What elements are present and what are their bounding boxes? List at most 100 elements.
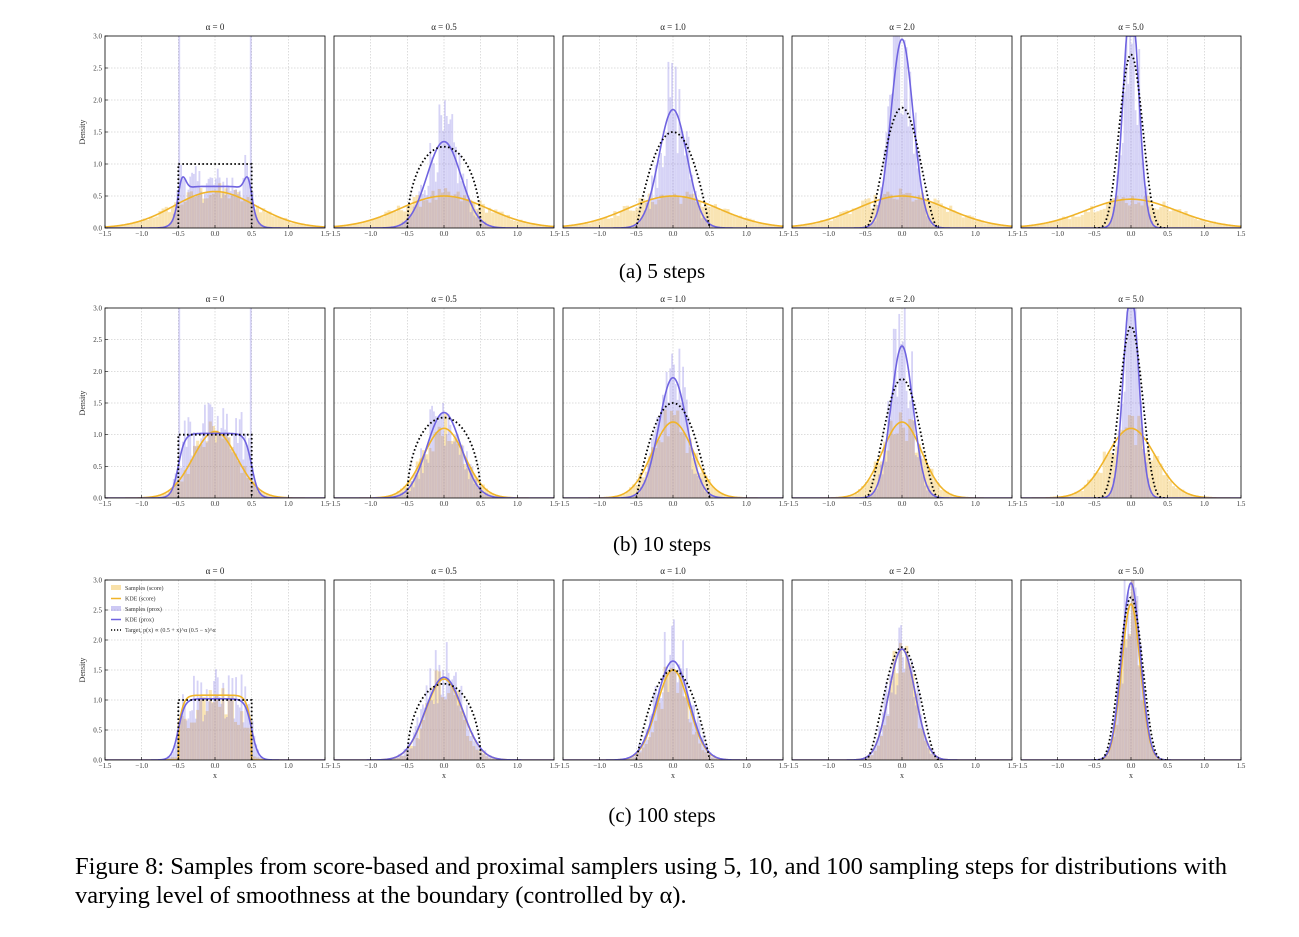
prox-bar (445, 115, 448, 228)
plot-area (105, 36, 325, 228)
panel-title: α = 2.0 (889, 294, 915, 304)
prox-bar (887, 400, 890, 498)
y-tick-label: 3.0 (93, 577, 102, 585)
score-bar (660, 708, 664, 760)
prox-bar (702, 487, 705, 498)
prox-bar (242, 177, 245, 228)
score-bar (224, 188, 228, 228)
prox-bar (211, 703, 214, 760)
prox-bar (1154, 753, 1157, 760)
score-bar (186, 192, 190, 228)
x-tick-label: 1.5 (779, 500, 788, 508)
prox-bar (477, 487, 479, 498)
prox-bar (429, 668, 432, 760)
score-bar (183, 470, 187, 498)
gridlines (792, 36, 1012, 228)
prox-bar (444, 100, 446, 228)
prox-bar (643, 735, 646, 760)
score-bar (271, 216, 275, 228)
score-bar (585, 222, 589, 228)
score-bar (902, 672, 906, 760)
prox-bar (257, 221, 259, 228)
score-bar (199, 696, 203, 760)
prox-bar (233, 718, 236, 760)
prox-bar (931, 748, 934, 760)
subfigure-caption: (c) 100 steps (608, 803, 715, 827)
prox-bar (405, 220, 408, 228)
prox-bar (436, 420, 439, 498)
prox-bar (883, 692, 886, 760)
score-bar (1039, 223, 1043, 228)
prox-bar (438, 664, 441, 760)
score-bar (1055, 219, 1059, 228)
score-bar (892, 650, 896, 760)
prox-bar (872, 222, 875, 228)
prox-bar (488, 755, 490, 760)
prox-bar (709, 225, 712, 228)
score-bar (158, 210, 162, 228)
prox-bar (196, 181, 199, 228)
prox-bar (466, 705, 468, 760)
score-bar (955, 212, 959, 228)
prox-bar (438, 104, 441, 228)
prox-bar (196, 445, 199, 498)
score-bar (381, 217, 385, 228)
prox-bar (427, 702, 430, 760)
prox-bar (444, 696, 446, 760)
x-axis-label: x (442, 771, 446, 780)
target-density-line (1094, 325, 1168, 498)
score-bar (1046, 222, 1050, 228)
prox-bar (894, 36, 897, 228)
prox-bar (434, 650, 437, 760)
score-bar (905, 440, 909, 498)
prox-kde-line (105, 698, 325, 760)
prox-bar (925, 742, 928, 760)
prox-bar (682, 366, 684, 498)
prox-bar (905, 47, 908, 228)
score-bar (233, 721, 237, 760)
prox-bar (916, 457, 919, 498)
prox-bar (1134, 587, 1137, 760)
prox-kde-line (792, 648, 1012, 760)
prox-bar (183, 179, 186, 228)
prox-bar (204, 714, 206, 760)
score-bar (566, 225, 570, 228)
panel-r3-c5: α = 5.0−1.5 −1.0 −0.5 0.0 0.5 1.0 1.5x (1015, 566, 1246, 780)
prox-bar (215, 442, 217, 498)
prox-bar (660, 416, 662, 498)
prox-bar (891, 93, 893, 228)
x-tick-label: −0.5 (859, 762, 872, 770)
prox-bar (887, 106, 890, 228)
score-bar (312, 226, 316, 228)
score-bar (1228, 225, 1232, 228)
prox-bar (905, 656, 908, 760)
y-tick-label: 2.5 (93, 336, 102, 344)
prox-bar (878, 200, 880, 228)
prox-kde-line (1021, 581, 1241, 760)
panel-title: α = 2.0 (889, 566, 915, 576)
score-bar (695, 201, 699, 228)
score-bar (773, 224, 777, 228)
score-bar (447, 693, 451, 760)
score-bar (669, 196, 673, 228)
score-bar (619, 494, 623, 498)
score-histogram (1058, 415, 1207, 498)
prox-bar (235, 189, 237, 228)
x-tick-label: 0.0 (669, 230, 678, 238)
score-bar (1074, 216, 1078, 228)
score-bar (795, 225, 799, 228)
prox-histogram (629, 61, 717, 228)
prox-bar (407, 214, 410, 228)
score-bar (669, 410, 673, 498)
score-bar (431, 451, 435, 498)
score-bar (1096, 472, 1100, 498)
score-bar (1156, 758, 1160, 760)
prox-bar (484, 221, 487, 228)
score-bar (704, 475, 708, 498)
x-tick-label: −1.5 (328, 762, 341, 770)
prox-bar (870, 493, 873, 498)
score-bar (880, 735, 884, 760)
prox-bar (475, 217, 477, 228)
score-bar (751, 219, 755, 228)
score-bar (208, 195, 212, 228)
